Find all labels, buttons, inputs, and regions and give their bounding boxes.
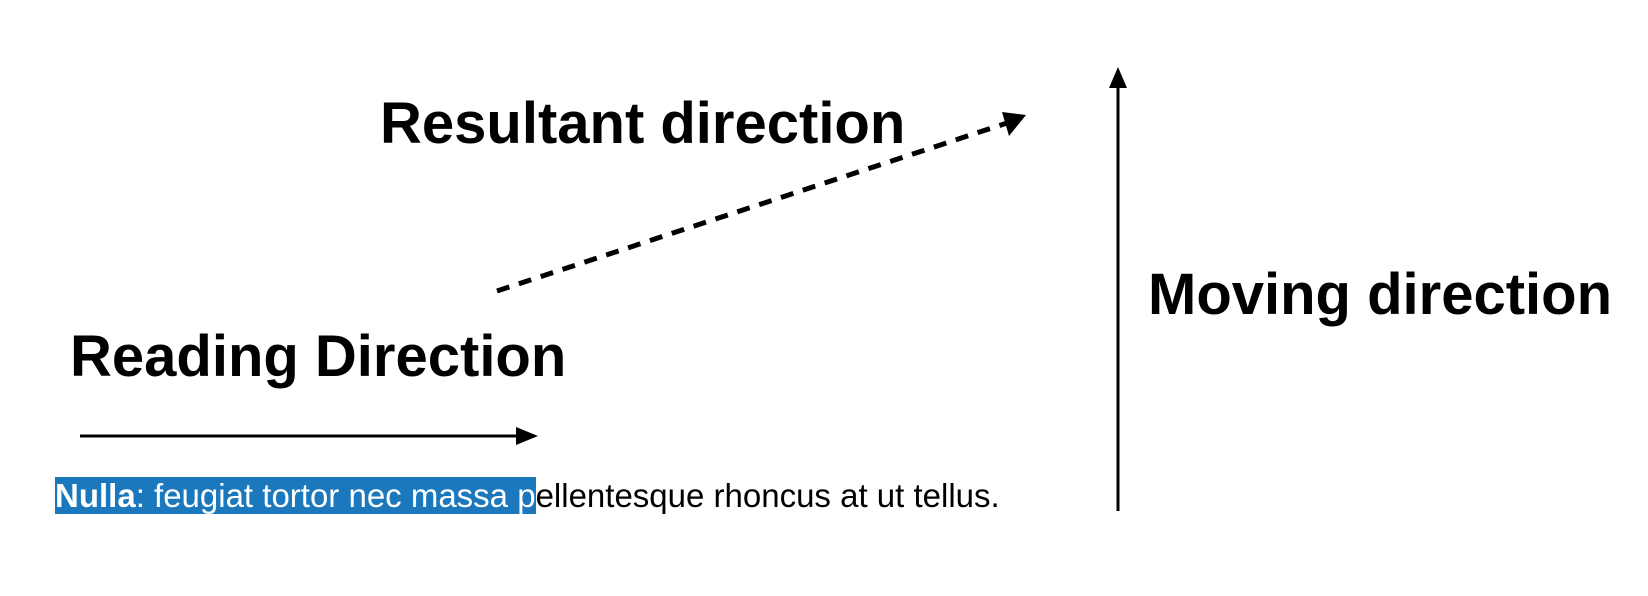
reading-direction-label: Reading Direction [70,324,567,389]
unselected-text: ellentesque rhoncus at ut tellus. [535,477,1000,514]
reading-direction-arrow [80,427,538,445]
text-selection[interactable]: Nulla: feugiat tortor nec massa p [55,477,536,514]
selected-bold-word: Nulla [55,477,136,514]
selected-text: : feugiat tortor nec massa p [135,477,536,514]
resultant-direction-arrow [496,112,1026,294]
sample-sentence[interactable]: Nulla: feugiat tortor nec massa pellente… [55,476,1000,516]
moving-direction-label: Moving direction [1148,262,1612,327]
resultant-direction-label: Resultant direction [380,91,906,156]
moving-direction-arrow [1109,67,1127,511]
